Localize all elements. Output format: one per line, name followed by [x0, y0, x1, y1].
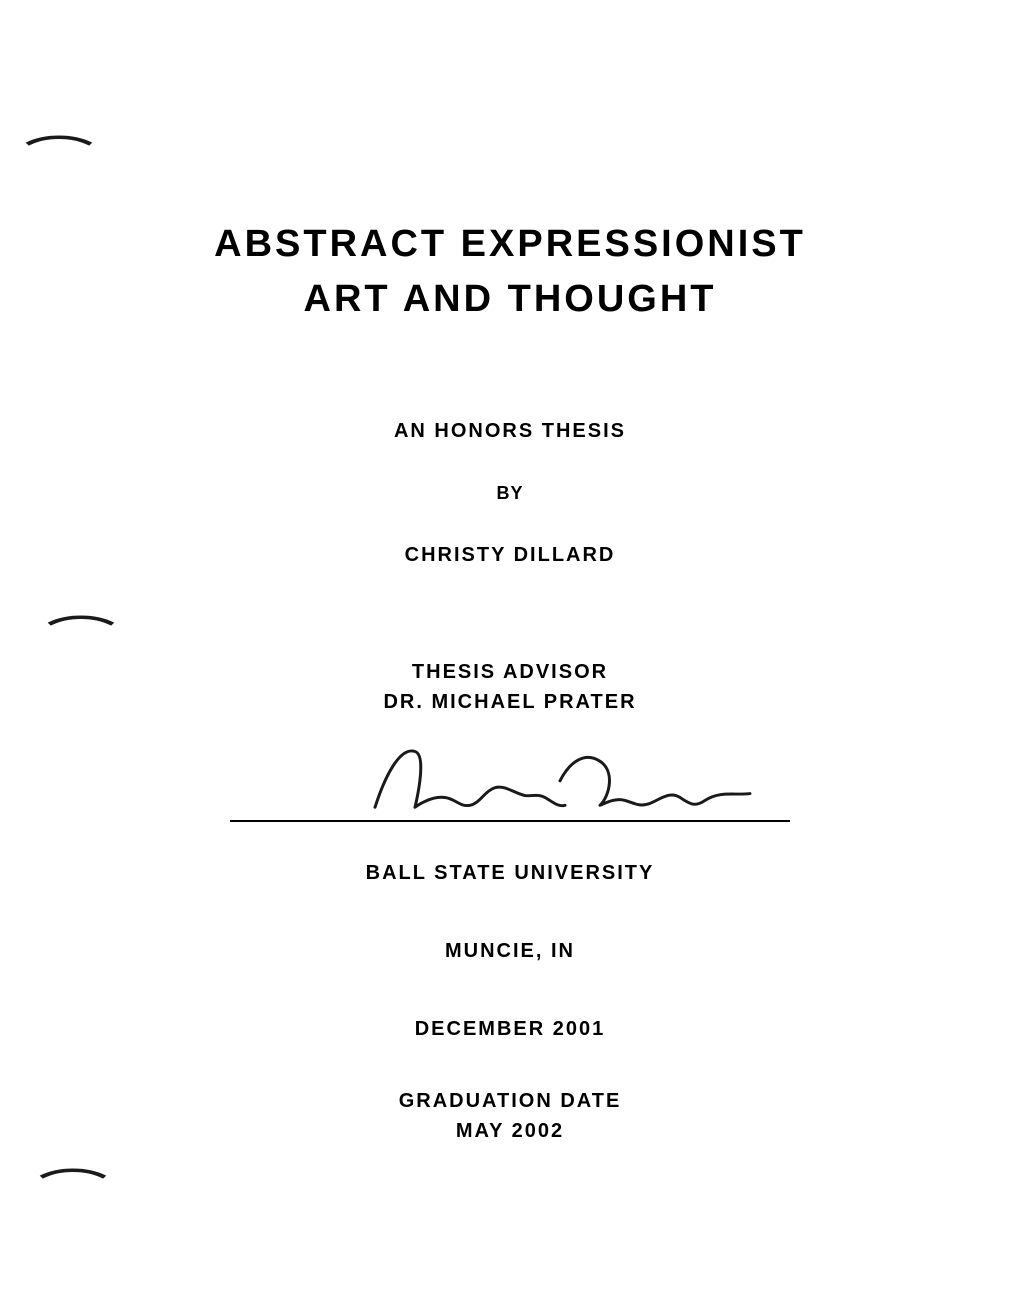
- margin-mark-icon: ⌒: [47, 606, 114, 655]
- thesis-type-label: AN HONORS THESIS: [100, 420, 920, 443]
- graduation-label: GRADUATION DATE: [100, 1086, 920, 1116]
- signature-icon: [230, 727, 790, 820]
- margin-mark-icon: ⌒: [25, 126, 92, 175]
- title-line-1: ABSTRACT EXPRESSIONIST: [100, 220, 920, 269]
- author-name: CHRISTY DILLARD: [100, 544, 920, 567]
- by-label: BY: [100, 483, 920, 504]
- main-title: ABSTRACT EXPRESSIONIST ART AND THOUGHT: [100, 220, 920, 325]
- advisor-name: DR. MICHAEL PRATER: [100, 687, 920, 717]
- university-name: BALL STATE UNIVERSITY: [100, 862, 920, 885]
- location: MUNCIE, IN: [100, 940, 920, 963]
- title-line-2: ART AND THOUGHT: [100, 275, 920, 324]
- graduation-block: GRADUATION DATE MAY 2002: [100, 1086, 920, 1146]
- thesis-title-page: ⌒ ⌒ ⌒ ABSTRACT EXPRESSIONIST ART AND THO…: [0, 0, 1020, 1314]
- advisor-label: THESIS ADVISOR: [100, 657, 920, 687]
- submission-date: DECEMBER 2001: [100, 1018, 920, 1041]
- graduation-date: MAY 2002: [100, 1116, 920, 1146]
- signature-line: [230, 727, 790, 822]
- advisor-block: THESIS ADVISOR DR. MICHAEL PRATER: [100, 657, 920, 717]
- margin-mark-icon: ⌒: [39, 1159, 106, 1208]
